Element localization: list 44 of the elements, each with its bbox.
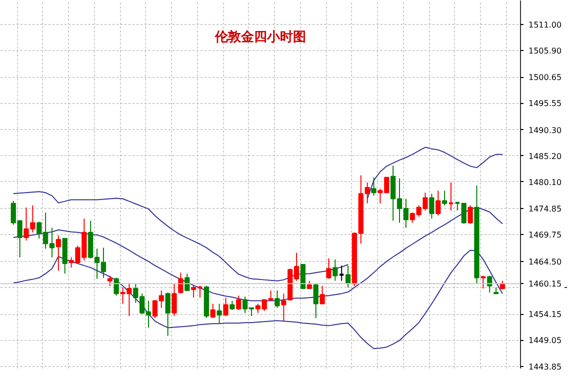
candlestick xyxy=(320,285,325,304)
y-tick-label: 1454.15 xyxy=(528,310,562,320)
candlestick xyxy=(236,295,242,310)
candlestick xyxy=(313,283,318,319)
text: 伦敦金四小时图 xyxy=(214,29,306,45)
y-tick-label: 1480.10 xyxy=(528,178,562,187)
y-tick-label: 1505.90 xyxy=(528,46,562,56)
candlestick xyxy=(468,204,473,224)
candlestick xyxy=(165,292,170,336)
candlestick xyxy=(442,190,448,206)
candlestick xyxy=(184,273,190,292)
y-tick-label: 1469.75 xyxy=(528,230,562,240)
y-tick-label: 1490.30 xyxy=(528,126,562,135)
candlestick xyxy=(326,258,332,280)
candlestick xyxy=(107,275,112,286)
candlestick xyxy=(223,297,228,316)
y-tick-label: 1500.65 xyxy=(528,73,562,82)
candlestick xyxy=(461,202,466,224)
candlestick xyxy=(300,264,306,289)
candlestick xyxy=(274,290,280,308)
y-tick-label: 1511.00 xyxy=(528,20,562,30)
candlestick xyxy=(332,258,338,282)
y-tick-label: 1474.85 xyxy=(528,204,562,214)
candlestick xyxy=(56,234,61,272)
candlestick xyxy=(436,190,441,216)
candlestick xyxy=(345,265,351,288)
candlestick xyxy=(191,285,196,298)
y-tick-label: 1449.05 xyxy=(528,336,562,346)
y-tick-label: 1443.85 xyxy=(528,362,562,372)
candlestick xyxy=(281,293,286,322)
candlestick xyxy=(480,275,486,289)
candlestick xyxy=(210,303,216,319)
candlestick xyxy=(114,277,119,296)
candlestick xyxy=(429,193,434,220)
candlestick xyxy=(216,303,222,324)
y-tick-label: 1485.20 xyxy=(528,152,562,161)
candlestick xyxy=(230,300,235,310)
candlestick xyxy=(178,272,184,294)
candlestick xyxy=(172,283,177,316)
y-tick-label: 1464.50 xyxy=(528,257,562,266)
ref-line-label: 1460.15 xyxy=(528,280,562,289)
candlestick xyxy=(371,176,376,196)
line-series xyxy=(12,250,503,350)
y-tick-label: 1495.55 xyxy=(528,99,562,108)
